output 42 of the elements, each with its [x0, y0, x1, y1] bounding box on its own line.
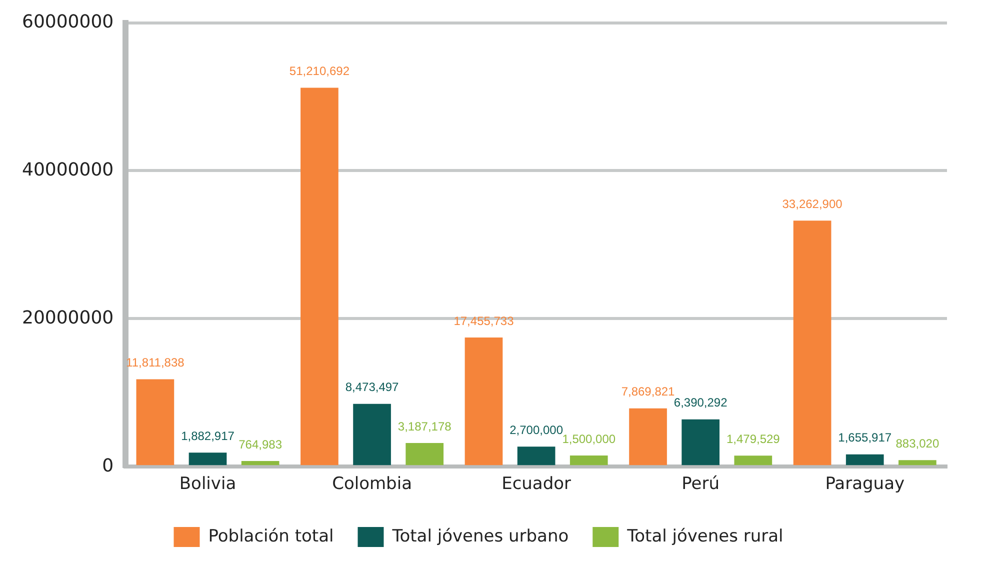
- bar: [406, 443, 444, 466]
- bar: [241, 460, 280, 466]
- x-tick-label: Colombia: [332, 474, 412, 494]
- x-tick-label: Perú: [682, 474, 720, 494]
- data-label: 1,882,917: [181, 428, 235, 443]
- bar: [629, 408, 667, 466]
- data-label: 33,262,900: [782, 196, 843, 211]
- legend-label: Total jóvenes rural: [626, 526, 784, 546]
- bar: [353, 404, 391, 466]
- x-tick-label: Bolivia: [179, 474, 236, 494]
- data-label: 7,869,821: [621, 384, 676, 399]
- data-label: 764,983: [238, 437, 282, 452]
- bar: [570, 456, 608, 466]
- data-label: 3,187,178: [398, 419, 452, 434]
- data-label: 2,700,000: [510, 422, 564, 437]
- y-tick-label: 60000000: [22, 11, 114, 32]
- data-label: 1,655,917: [838, 430, 892, 445]
- data-label: 883,020: [896, 436, 940, 450]
- y-tick-label: 0: [102, 455, 114, 476]
- bar: [793, 220, 832, 466]
- data-label: 17,455,733: [454, 314, 514, 328]
- data-label: 6,390,292: [674, 396, 728, 410]
- legend-label: Total jóvenes urbano: [391, 526, 569, 546]
- bar: [846, 454, 884, 466]
- bar: [300, 88, 338, 466]
- y-tick-label: 40000000: [22, 159, 114, 180]
- data-label: 8,473,497: [345, 380, 400, 394]
- bar: [517, 446, 556, 466]
- data-label: 1,500,000: [562, 432, 616, 446]
- bar: [734, 456, 772, 466]
- x-tick-label: Paraguay: [825, 474, 905, 494]
- bar: [188, 452, 227, 466]
- y-tick-label: 20000000: [22, 307, 114, 328]
- bar: [136, 379, 174, 466]
- legend-label: Población total: [208, 526, 334, 546]
- bar: [464, 337, 503, 466]
- data-label: 11,811,838: [126, 356, 185, 370]
- bar: [898, 460, 936, 466]
- x-tick-label: Ecuador: [502, 474, 572, 494]
- data-label: 51,210,692: [289, 64, 350, 78]
- bar: [682, 419, 720, 466]
- data-label: 1,479,529: [726, 432, 780, 446]
